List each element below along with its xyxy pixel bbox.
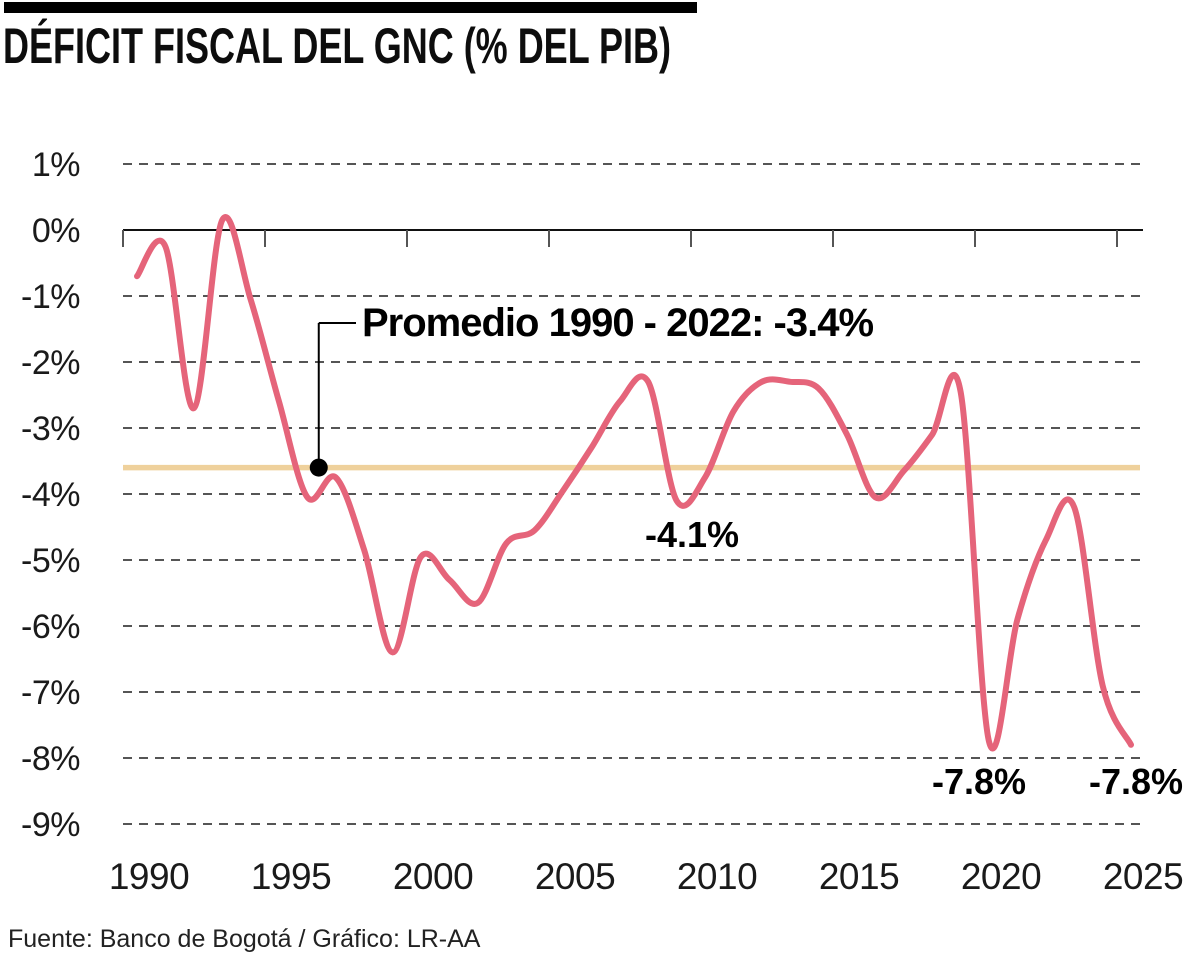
x-axis-tick-label: 2010 (677, 856, 757, 897)
y-axis-tick-label: -5% (21, 542, 80, 580)
average-annotation-label: Promedio 1990 - 2022: -3.4% (362, 301, 874, 345)
y-axis-tick-label: -9% (21, 806, 80, 844)
x-axis-tick-label: 1990 (109, 856, 189, 897)
value-label-2020: -7.8% (932, 761, 1027, 802)
page-title: DÉFICIT FISCAL DEL GNC (% DEL PIB) (3, 18, 672, 74)
title-accent-bar (4, 2, 697, 13)
y-axis-tick-label: -8% (21, 740, 80, 778)
x-axis-tick-label: 2025 (1103, 856, 1183, 897)
y-axis-tick-label: -7% (21, 674, 80, 712)
x-axis-tick-label: 2000 (393, 856, 473, 897)
x-axis-tick-label: 2020 (961, 856, 1041, 897)
y-axis-tick-label: -1% (21, 278, 80, 316)
y-axis-tick-label: -3% (21, 410, 80, 448)
deficit-series-line (134, 214, 1134, 752)
x-axis-tick-label: 2005 (535, 856, 615, 897)
y-axis-tick-label: -4% (21, 476, 80, 514)
average-marker-dot (309, 458, 328, 477)
y-axis-tick-label: 1% (32, 146, 80, 184)
value-label-2025: -7.8% (1089, 761, 1184, 802)
value-label-2009: -4.1% (645, 514, 740, 555)
source-note: Fuente: Banco de Bogotá / Gráfico: LR-AA (8, 925, 481, 953)
y-axis-tick-label: 0% (32, 212, 80, 250)
x-axis-tick-label: 2015 (819, 856, 899, 897)
x-axis-tick-label: 1995 (251, 856, 331, 897)
y-axis-tick-label: -6% (21, 608, 80, 646)
y-axis-tick-label: -2% (21, 344, 80, 382)
